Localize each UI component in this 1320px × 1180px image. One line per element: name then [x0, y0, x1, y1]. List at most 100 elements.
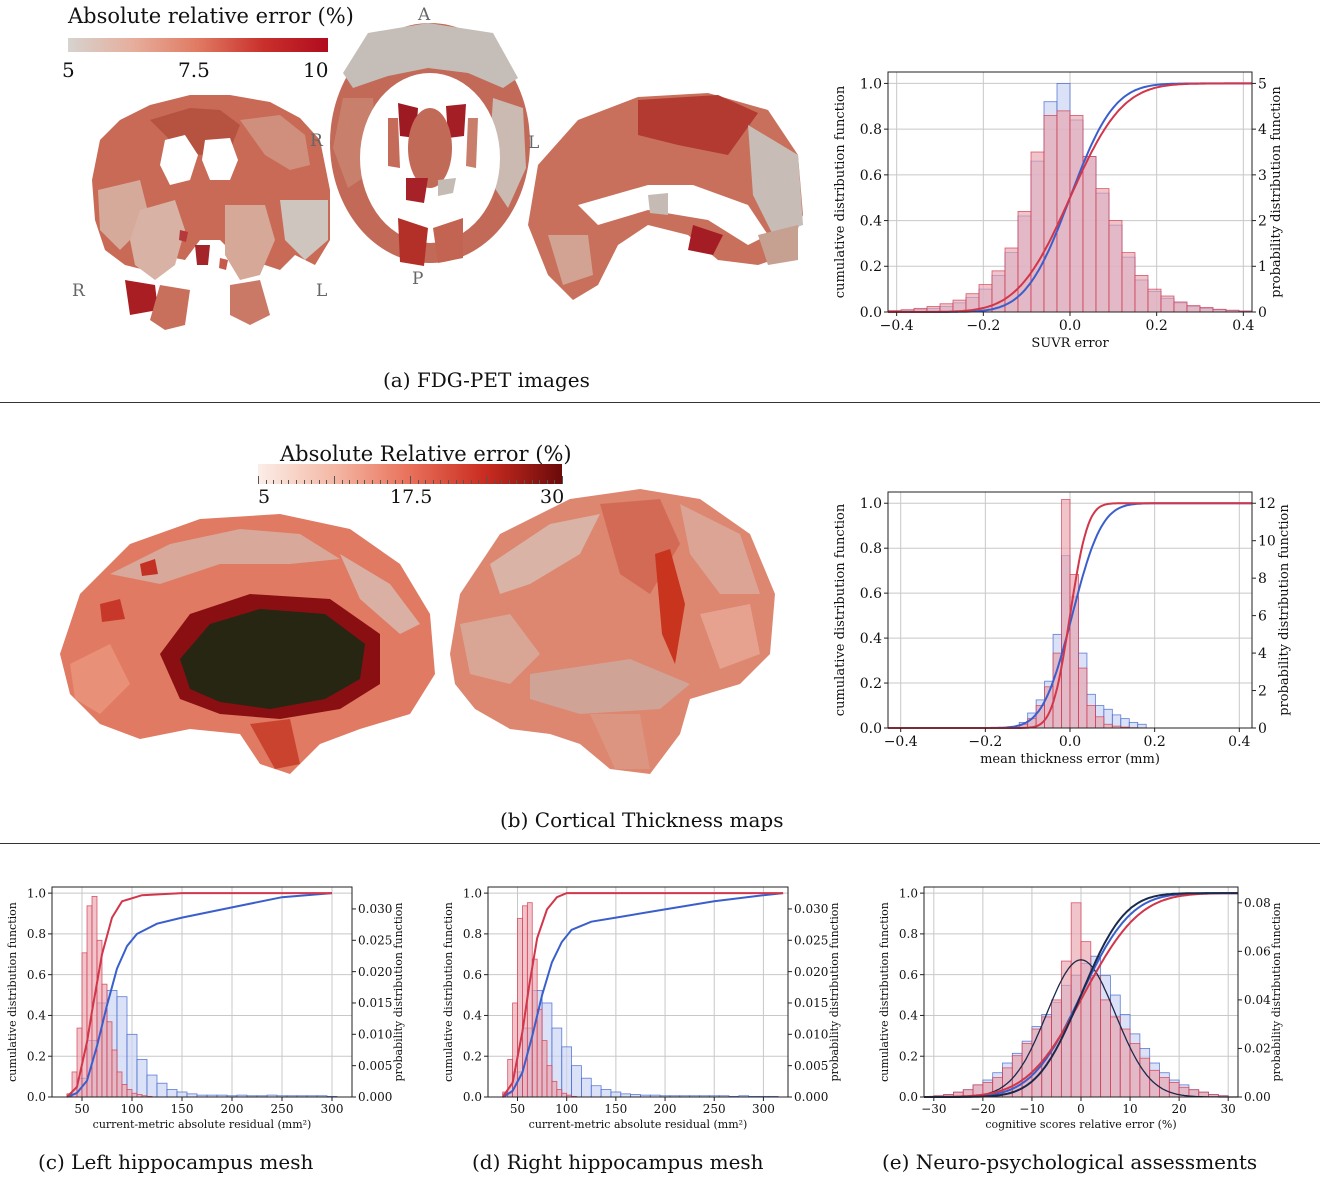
y-tick-label-right: 4: [1258, 646, 1267, 662]
x-tick-label: −30: [921, 1102, 946, 1116]
x-tick-label: −0.2: [966, 318, 1000, 334]
y-tick-label-left: 0.2: [463, 1049, 482, 1063]
histogram-bar-red: [1160, 295, 1175, 313]
y-tick-label-right: 0.025: [794, 933, 828, 947]
caption-c: (c) Left hippocampus mesh: [38, 1150, 314, 1174]
histogram-bar-red: [131, 1092, 138, 1098]
colorbar-minor-tick: [349, 480, 351, 484]
colorbar-minor-tick: [417, 480, 419, 484]
histogram-bar-red: [1017, 211, 1032, 313]
histogram-bar-blue: [600, 1089, 612, 1098]
y-tick-label-right: 0.005: [358, 1059, 392, 1073]
histogram-bar-red: [1147, 288, 1162, 313]
cdf-line-red: [924, 892, 1238, 1098]
colorbar-a-tick-min: 5: [62, 58, 75, 82]
y-tick-label-right: 4: [1258, 122, 1267, 138]
y-axis-label-right: probability distribution function: [1277, 504, 1292, 716]
x-tick-label: 0.2: [1146, 318, 1168, 334]
x-tick-label: 300: [321, 1102, 344, 1116]
x-axis-label: SUVR error: [1031, 336, 1109, 351]
colorbar-minor-tick: [531, 480, 533, 484]
histogram-bar-red: [121, 1084, 128, 1098]
y-tick-label-left: 0.6: [860, 168, 882, 184]
y-tick-label-right: 0.015: [794, 996, 828, 1010]
histogram-bar-red: [1080, 941, 1092, 1098]
y-tick-label-right: 0.010: [794, 1028, 828, 1042]
y-tick-label-right: 3: [1258, 168, 1267, 184]
y-tick-label-left: 0.2: [27, 1049, 46, 1063]
colorbar-a-tick-max: 10: [303, 58, 329, 82]
histogram-bar-blue: [610, 1091, 622, 1098]
histogram-bar-red: [551, 1080, 558, 1098]
y-axis-label-right: probability distribution function: [1270, 903, 1283, 1082]
histogram-bar-red: [1110, 1016, 1121, 1098]
y-tick-label-left: 0.4: [899, 1009, 918, 1023]
histogram-bar-red: [1069, 115, 1084, 313]
colorbar-b: [258, 464, 563, 484]
x-tick-label: −0.4: [880, 318, 914, 334]
divider-1: [0, 402, 1320, 403]
y-tick-label-left: 0.4: [860, 213, 882, 229]
y-tick-label-right: 0.030: [358, 902, 392, 916]
y-tick-label-right: 0.04: [1244, 993, 1271, 1007]
y-tick-label-left: 1.0: [899, 886, 918, 900]
y-tick-label-left: 0.8: [27, 927, 46, 941]
y-tick-label-left: 0.4: [463, 1009, 482, 1023]
y-axis-label-right: probability distribution function: [392, 903, 405, 1082]
histogram-bar-blue: [561, 1046, 573, 1098]
y-axis-label-right: probability distribution function: [1269, 86, 1284, 298]
histogram-bar-blue: [166, 1089, 178, 1098]
y-tick-label-right: 10: [1258, 534, 1276, 550]
x-tick-label: 50: [74, 1102, 89, 1116]
histogram-bar-red: [1061, 499, 1071, 729]
y-tick-label-left: 0.0: [860, 305, 882, 321]
y-tick-label-right: 0.08: [1244, 896, 1271, 910]
colorbar-minor-tick: [258, 476, 259, 484]
colorbar-minor-tick: [326, 480, 328, 484]
histogram-bar-red: [126, 1089, 133, 1098]
histogram-bar-red: [1199, 307, 1214, 313]
y-tick-label-right: 6: [1258, 609, 1267, 625]
y-tick-label-left: 0.8: [860, 541, 882, 557]
y-tick-label-left: 0.0: [463, 1090, 482, 1104]
chart-left-hippocampus-svg: 50 100 150 200 250 300 0.0 0.2 0.4 0.6 0.8 1.0 0.000…: [6, 886, 405, 1131]
chart-suvr-svg: −0.4 −0.2 0.0 0.2 0.4 0.0 0.2 0.4 0.6 0.8 1.0 0 1 2 3 4…: [833, 71, 1284, 351]
y-tick-label-right: 5: [1258, 76, 1267, 92]
orientation-labels-coronal: R R L: [72, 131, 327, 301]
histogram-bar-red: [1090, 975, 1102, 1098]
colorbar-minor-tick: [524, 480, 525, 484]
x-tick-label: −0.4: [884, 734, 918, 750]
y-tick-label-left: 0.4: [27, 1009, 46, 1023]
histogram-bar-red: [536, 1008, 543, 1098]
colorbar-b-tick-min: 5: [258, 486, 271, 508]
x-tick-label: 0.0: [1059, 318, 1081, 334]
brain-sagittal-slice: [528, 93, 803, 300]
y-tick-label-left: 0.2: [899, 1049, 918, 1063]
x-tick-label: −10: [1019, 1102, 1044, 1116]
caption-e: (e) Neuro-psychological assessments: [882, 1150, 1258, 1174]
section-fdg-pet: Absolute relative error (%) 5 7.5 10 R R…: [0, 0, 1320, 400]
x-tick-label: 100: [121, 1102, 144, 1116]
x-tick-label: −20: [970, 1102, 995, 1116]
caption-b: (b) Cortical Thickness maps: [500, 808, 784, 832]
y-tick-label-right: 12: [1258, 496, 1276, 512]
colorbar-minor-tick: [379, 480, 381, 484]
histogram-bar-red: [1121, 252, 1136, 313]
histogram-bar-blue: [156, 1082, 168, 1098]
colorbar-minor-tick: [288, 480, 290, 484]
brain-coronal-slice: [92, 95, 330, 330]
colorbar-minor-tick: [425, 480, 427, 484]
colorbar-minor-tick: [493, 480, 495, 484]
y-tick-label-left: 0.2: [860, 259, 882, 275]
colorbar-minor-tick: [273, 480, 275, 484]
x-tick-label: 200: [221, 1102, 244, 1116]
histogram-bar-red: [1030, 151, 1045, 313]
orient-l: L: [316, 281, 327, 301]
caption-d: (d) Right hippocampus mesh: [472, 1150, 764, 1174]
histogram-bar-red: [1103, 723, 1113, 729]
y-tick-label-right: 0: [1258, 305, 1267, 321]
colorbar-a: [68, 38, 328, 52]
colorbar-minor-tick: [356, 480, 358, 484]
cdf-line-blue: [66, 892, 333, 1098]
histogram-bar-red: [517, 917, 523, 1098]
